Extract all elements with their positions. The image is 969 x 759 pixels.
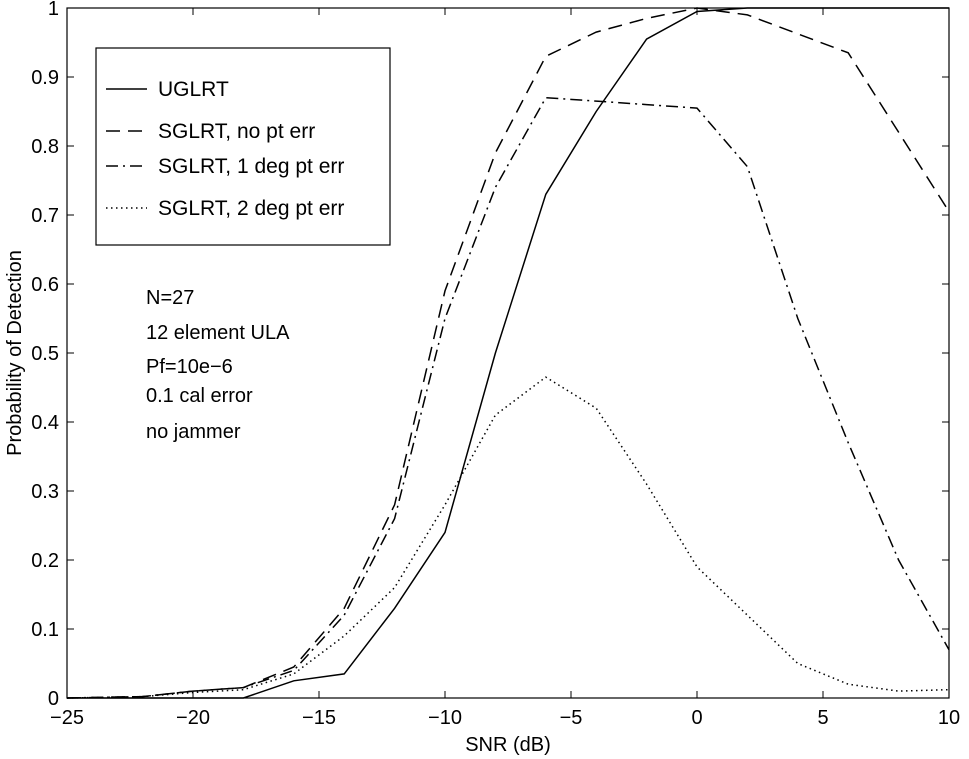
- annotation-cal-error: 0.1 cal error: [146, 385, 253, 407]
- legend-items: UGLRT SGLRT, no pt err SGLRT, 1 deg pt err…: [106, 78, 344, 220]
- ticks-layer: −25 −20 −15 −10 −5 0 5 10 0 0.1 0.2 0.3 0.4 0.5 0.6 0.7…: [31, 0, 960, 729]
- x-tick-label: −10: [428, 707, 462, 729]
- x-axis-label: SNR (dB): [465, 734, 551, 756]
- legend-label-sglrt-1-deg-pt-err: SGLRT, 1 deg pt err: [158, 155, 344, 178]
- y-axis-label: Probability of Detection: [4, 250, 26, 456]
- y-tick-label: 0.2: [31, 550, 59, 572]
- legend: UGLRT SGLRT, no pt err SGLRT, 1 deg pt err…: [95, 47, 391, 246]
- x-tick-label: −20: [176, 707, 210, 729]
- series-line-sglrt-1-deg-pt-err: [66, 96, 950, 699]
- legend-box: [95, 47, 391, 246]
- annotation-block: N=27 12 element ULA Pf=10e−6 0.1 cal err…: [146, 287, 290, 443]
- y-tick-label: 0.4: [31, 412, 59, 434]
- y-tick-label: 0.5: [31, 343, 59, 365]
- series-line-sglrt-2-deg-pt-err: [66, 376, 950, 699]
- y-tick-label: 1: [48, 0, 59, 20]
- x-tick-label: 0: [691, 707, 702, 729]
- series-line-sglrt-no-pt-err: [66, 7, 950, 699]
- y-tick-label: 0.6: [31, 274, 59, 296]
- series-line-uglrt: [67, 7, 949, 699]
- y-tick-label: 0.8: [31, 136, 59, 158]
- annotation-false-alarm: Pf=10e−6: [146, 356, 233, 378]
- y-tick-label: 0.1: [31, 619, 59, 641]
- legend-label-uglrt: UGLRT: [158, 78, 229, 101]
- annotation-sample-count: N=27: [146, 287, 194, 309]
- x-tick-label: 5: [817, 707, 828, 729]
- series-layer: [66, 7, 950, 699]
- x-tick-label: −25: [50, 707, 84, 729]
- y-tick-label: 0.3: [31, 481, 59, 503]
- y-tick-label: 0.7: [31, 205, 59, 227]
- x-tick-label: −15: [302, 707, 336, 729]
- legend-label-sglrt-2-deg-pt-err: SGLRT, 2 deg pt err: [158, 197, 344, 220]
- plot-area: −25 −20 −15 −10 −5 0 5 10 0 0.1 0.2 0.3 0.4 0.5 0.6 0.7…: [31, 0, 960, 729]
- y-tick-label: 0: [48, 688, 59, 710]
- x-tick-label: 10: [938, 707, 960, 729]
- legend-label-sglrt-no-pt-err: SGLRT, no pt err: [158, 120, 315, 143]
- annotation-jammer: no jammer: [146, 421, 241, 443]
- annotation-array: 12 element ULA: [146, 322, 290, 344]
- y-tick-label: 0.9: [31, 67, 59, 89]
- x-tick-label: −5: [560, 707, 583, 729]
